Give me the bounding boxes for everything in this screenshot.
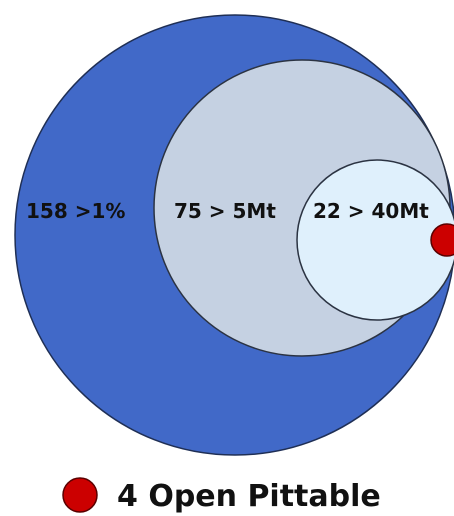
legend-label: 4 Open Pittable	[117, 479, 381, 514]
inner-circle	[296, 159, 454, 321]
legend: 4 Open Pittable	[62, 477, 381, 514]
inner-circle-label: 22 > 40Mt	[313, 199, 429, 223]
legend-marker-icon	[62, 477, 98, 513]
middle-circle-label: 75 > 5Mt	[174, 199, 276, 223]
outer-circle-label: 158 >1%	[26, 199, 125, 223]
open-pittable-marker	[430, 223, 454, 257]
